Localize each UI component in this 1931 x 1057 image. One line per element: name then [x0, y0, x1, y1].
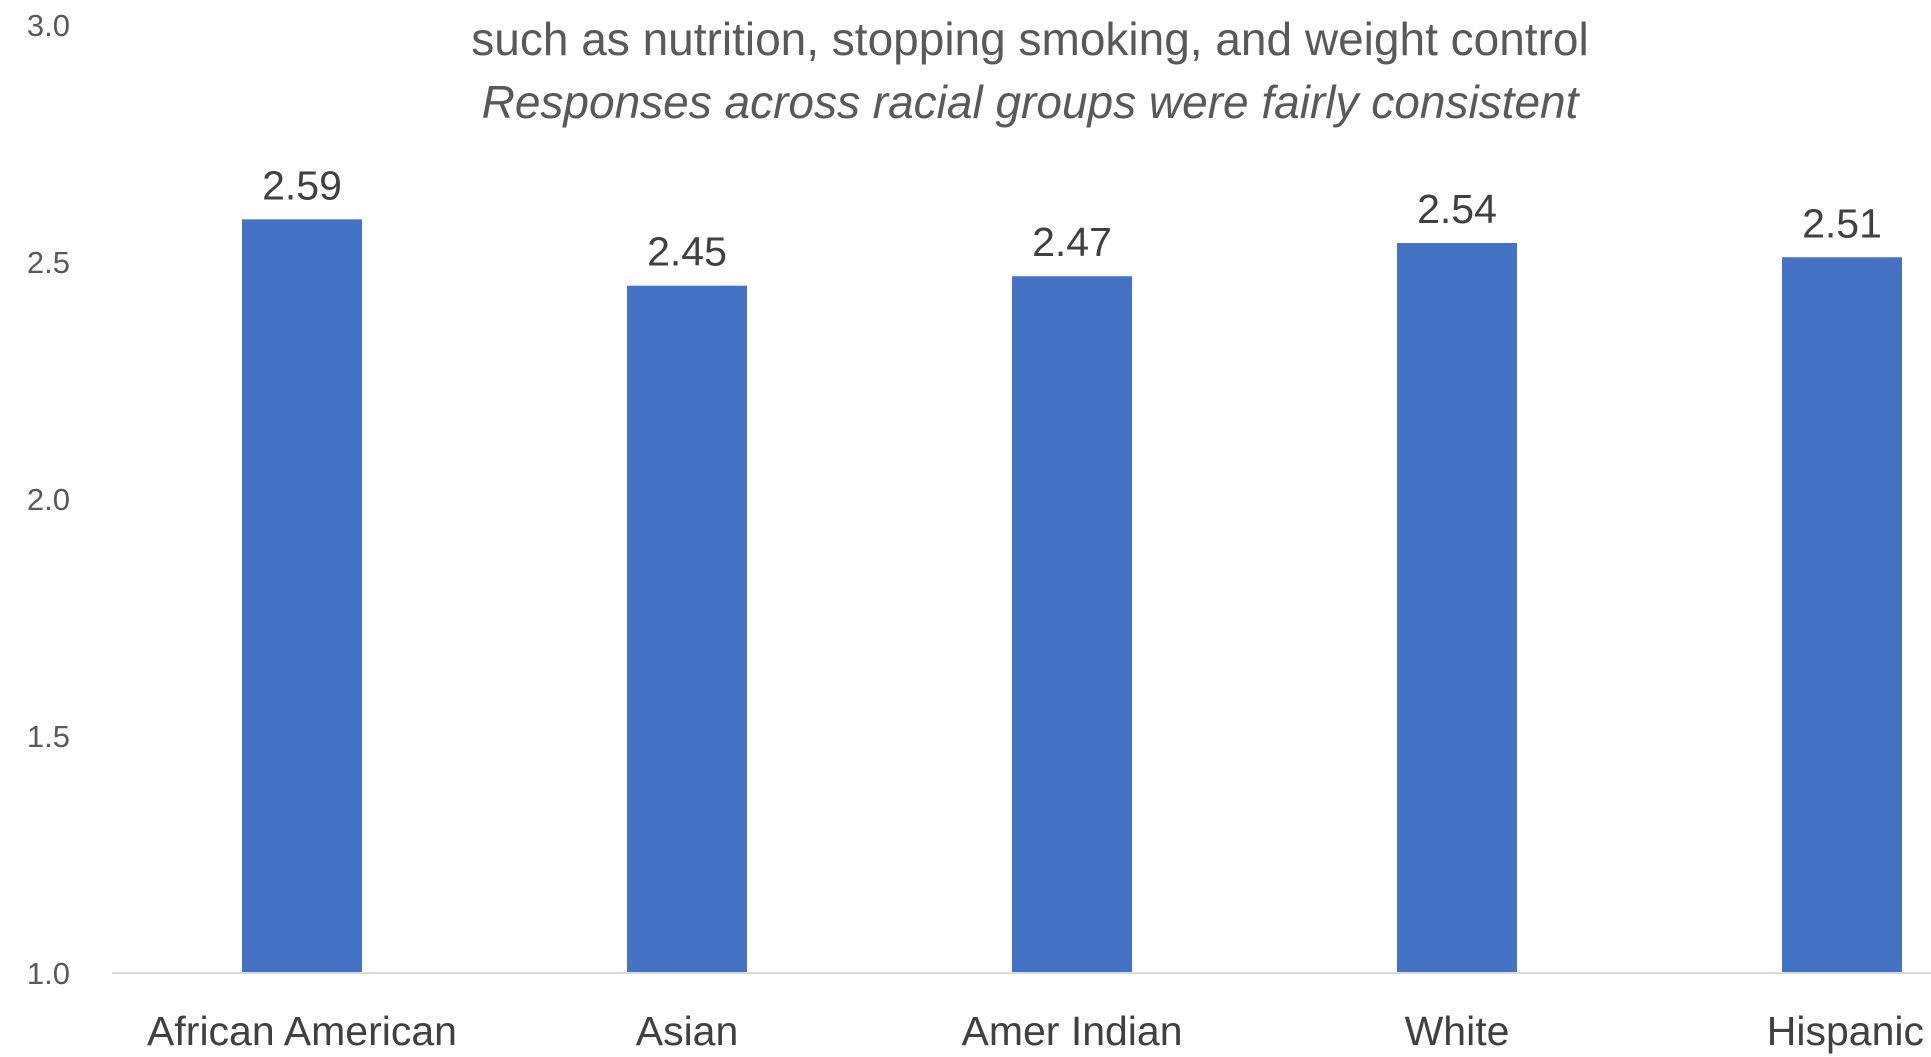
bar [627, 285, 747, 973]
y-tick-label: 1.5 [27, 719, 70, 754]
y-tick-label: 2.5 [27, 245, 70, 280]
chart-title: such as nutrition, stopping smoking, and… [471, 13, 1588, 65]
x-axis-labels: African American Asian Amer Indian White His… [147, 1008, 1924, 1054]
x-tick-label: African American [147, 1008, 457, 1054]
data-labels: 2.59 2.45 2.47 2.54 2.51 [262, 162, 1882, 274]
data-label: 2.59 [262, 162, 342, 208]
y-tick-label: 3.0 [27, 8, 70, 43]
x-tick-label: White [1405, 1008, 1510, 1054]
bar [1397, 243, 1517, 974]
x-tick-label: Hispanic [1767, 1008, 1924, 1054]
y-tick-label: 2.0 [27, 482, 70, 517]
bar [1012, 276, 1132, 974]
data-label: 2.54 [1417, 186, 1497, 232]
x-tick-label: Amer Indian [961, 1008, 1182, 1054]
x-tick-label: Asian [636, 1008, 739, 1054]
bar [242, 219, 362, 974]
bar-series [242, 219, 1902, 974]
chart-subtitle: Responses across racial groups were fair… [482, 76, 1581, 128]
y-tick-label: 1.0 [27, 956, 70, 991]
data-label: 2.47 [1032, 219, 1112, 265]
data-label: 2.51 [1802, 200, 1882, 246]
data-label: 2.45 [647, 229, 727, 275]
bar [1782, 257, 1902, 973]
y-axis-ticks: 1.0 1.5 2.0 2.5 3.0 [27, 8, 70, 991]
